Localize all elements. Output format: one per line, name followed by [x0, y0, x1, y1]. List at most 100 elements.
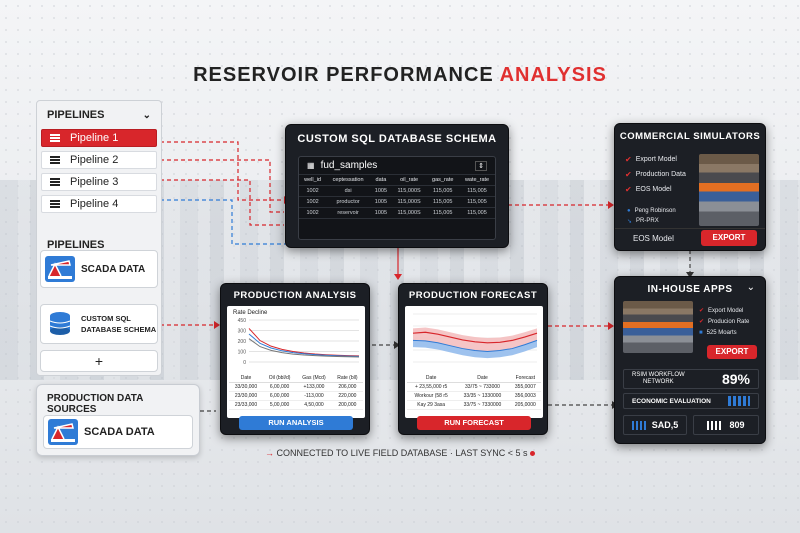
add-source-button[interactable]: +: [40, 350, 158, 372]
table-cell: 1002: [299, 185, 327, 197]
sync-status: → CONNECTED TO LIVE FIELD DATABASE · LAS…: [0, 448, 800, 458]
export-button[interactable]: EXPORT: [701, 230, 757, 246]
column-header: data: [370, 175, 392, 186]
check-icon: ■: [699, 329, 703, 336]
checklist-item[interactable]: ✔ Export Model: [625, 152, 686, 167]
stat-card-1: SAD,5: [623, 415, 687, 435]
in-house-label: Export Model: [708, 307, 744, 314]
table-cell: 6,00,000: [262, 382, 297, 392]
in-house-item[interactable]: ✔ Producion Rate: [699, 316, 749, 327]
table-name: fud_samples: [320, 160, 378, 171]
pipeline-label: Pipeline 3: [70, 176, 119, 188]
in-house-item[interactable]: ✔ Export Model: [699, 305, 749, 316]
simulators-heading: COMMERCIAL SIMULATORS: [619, 131, 761, 142]
eos-model-label: EOS Model: [633, 234, 674, 243]
table-cell: 115,000S: [391, 207, 427, 219]
table-cell: 200,000: [331, 400, 363, 410]
rsim-value: 89%: [721, 371, 750, 387]
stat1-value: SAD,5: [651, 420, 679, 430]
option-item[interactable]: ➘ PR-PRX: [627, 216, 676, 226]
table-cell: 4,50,000: [296, 400, 332, 410]
production-forecast-panel: PRODUCTION FORECAST Date Date Forecast + 23…: [398, 283, 548, 435]
rsim-workflow-row[interactable]: RSIM WORKFLOW NETWORK 89%: [623, 369, 759, 389]
checklist-label: Export Model: [635, 156, 677, 163]
series-line: [412, 339, 538, 352]
checklist-item[interactable]: ✔ Production Data: [625, 167, 686, 182]
in-house-export-button[interactable]: EXPORT: [707, 345, 757, 359]
sql-source-line2: DATABASE SCHEMA: [81, 325, 157, 334]
column-header: Date: [229, 374, 263, 383]
bar-chart-icon: [707, 420, 724, 430]
list-icon: [50, 200, 60, 208]
column-header: ceptessation: [326, 175, 371, 186]
sql-source-card[interactable]: CUSTOM SQL DATABASE SCHEMA: [40, 304, 158, 344]
y-tick-label: 200: [238, 339, 247, 345]
scada-data-button[interactable]: SCADA DATA: [43, 415, 193, 449]
forecast-chart: [412, 313, 538, 363]
simulator-checklist: ✔ Export Model ✔ Production Data ✔ EOS Model: [625, 152, 686, 197]
table-cell: 1002: [299, 196, 327, 208]
pipelines-sources-heading: PIPELINES: [47, 239, 105, 251]
sql-table: ▦ fud_samples ⇕ well_id ceptessation data o…: [298, 156, 496, 240]
option-item[interactable]: ● Peng Robinson: [627, 206, 676, 216]
chevron-down-icon[interactable]: ⌄: [142, 109, 151, 121]
table-cell: 33/75 ~ 733000: [455, 382, 510, 392]
table-cell: +133,000: [296, 382, 332, 392]
table-cell: 33/75 ~ 7330000: [455, 400, 510, 410]
in-house-item[interactable]: ■ 525 Moarts: [699, 327, 749, 338]
chart-title: Rate Decline: [233, 310, 268, 316]
database-icon: [49, 312, 71, 335]
forecast-table: Date Date Forecast + 23,55,000 r5 33/75 ~ 73…: [407, 374, 541, 410]
production-analysis-heading: PRODUCTION ANALYSIS: [233, 290, 357, 301]
bar-chart-icon: [728, 396, 750, 406]
chevron-down-icon[interactable]: ⌄: [746, 282, 755, 293]
pipeline-label: Pipeline 4: [70, 198, 119, 210]
pipeline-item[interactable]: Pipeline 4: [41, 195, 157, 213]
pipeline-item[interactable]: Pipeline 1: [41, 129, 157, 147]
stat-card-2: 809: [693, 415, 759, 435]
sql-schema-heading: CUSTOM SQL DATABASE SCHEMA: [297, 133, 497, 145]
table-cell: productor: [326, 196, 371, 208]
check-icon: ✔: [699, 308, 705, 314]
scada-source-card[interactable]: SCADA DATA: [40, 250, 158, 288]
table-cell: 1005: [370, 207, 392, 219]
rsim-line1: RSIM WORKFLOW: [632, 372, 685, 378]
run-forecast-button[interactable]: RUN FORECAST: [417, 416, 531, 430]
list-icon: [50, 178, 60, 186]
production-analysis-panel: PRODUCTION ANALYSIS Rate Decline 450 300 2…: [220, 283, 370, 435]
column-header: wate_rate: [459, 175, 495, 186]
checklist-label: EOS Model: [635, 186, 672, 193]
table-row: 33/30,000 6,00,000 +133,000 206,000: [229, 382, 363, 392]
table-cell: 220,000: [331, 391, 363, 401]
simulator-options: ● Peng Robinson ➘ PR-PRX: [627, 206, 676, 226]
check-icon: ✔: [625, 185, 632, 194]
arrow-icon: ➘: [627, 218, 633, 225]
forecast-card: Date Date Forecast + 23,55,000 r5 33/75 ~ 73…: [405, 306, 543, 418]
rsim-line2: NETWORK: [643, 379, 674, 385]
sql-data-table: well_id ceptessation data oil_rate gas_rate w…: [299, 175, 495, 219]
pipeline-item[interactable]: Pipeline 2: [41, 151, 157, 169]
table-cell: 115,005: [426, 196, 460, 208]
series-line: [248, 333, 360, 357]
table-cell: 115,005: [426, 185, 460, 197]
table-row: Kay 29 3asa 33/75 ~ 7330000 205,0000: [407, 400, 541, 410]
table-cell: dsi: [326, 185, 371, 197]
analysis-table: Date Oil (bbl/d) Gas (Mcd) Rate (bll) 33/30,…: [229, 374, 363, 410]
in-house-list: ✔ Export Model ✔ Producion Rate ■ 525 Moarts: [699, 305, 749, 338]
table-cell: 5,00,000: [262, 400, 297, 410]
table-cell: 33/30,000: [229, 382, 263, 392]
economic-evaluation-row[interactable]: ECONOMIC EVALUATION: [623, 393, 759, 409]
pipeline-item[interactable]: Pipeline 3: [41, 173, 157, 191]
bar-chart-icon: [631, 420, 646, 430]
pipeline-label: Pipeline 2: [70, 154, 119, 166]
checklist-label: Production Data: [635, 171, 686, 178]
table-cell: 115,000S: [391, 196, 427, 208]
in-house-label: 525 Moarts: [706, 329, 737, 336]
table-cell: + 23,55,000 r5: [407, 382, 456, 392]
check-icon: ✔: [625, 170, 632, 179]
run-analysis-button[interactable]: RUN ANALYSIS: [239, 416, 353, 430]
pipeline-label: Pipeline 1: [70, 132, 119, 144]
y-tick-label: 0: [243, 360, 246, 366]
checklist-item[interactable]: ✔ EOS Model: [625, 182, 686, 197]
dropdown-icon[interactable]: ⇕: [475, 160, 487, 171]
